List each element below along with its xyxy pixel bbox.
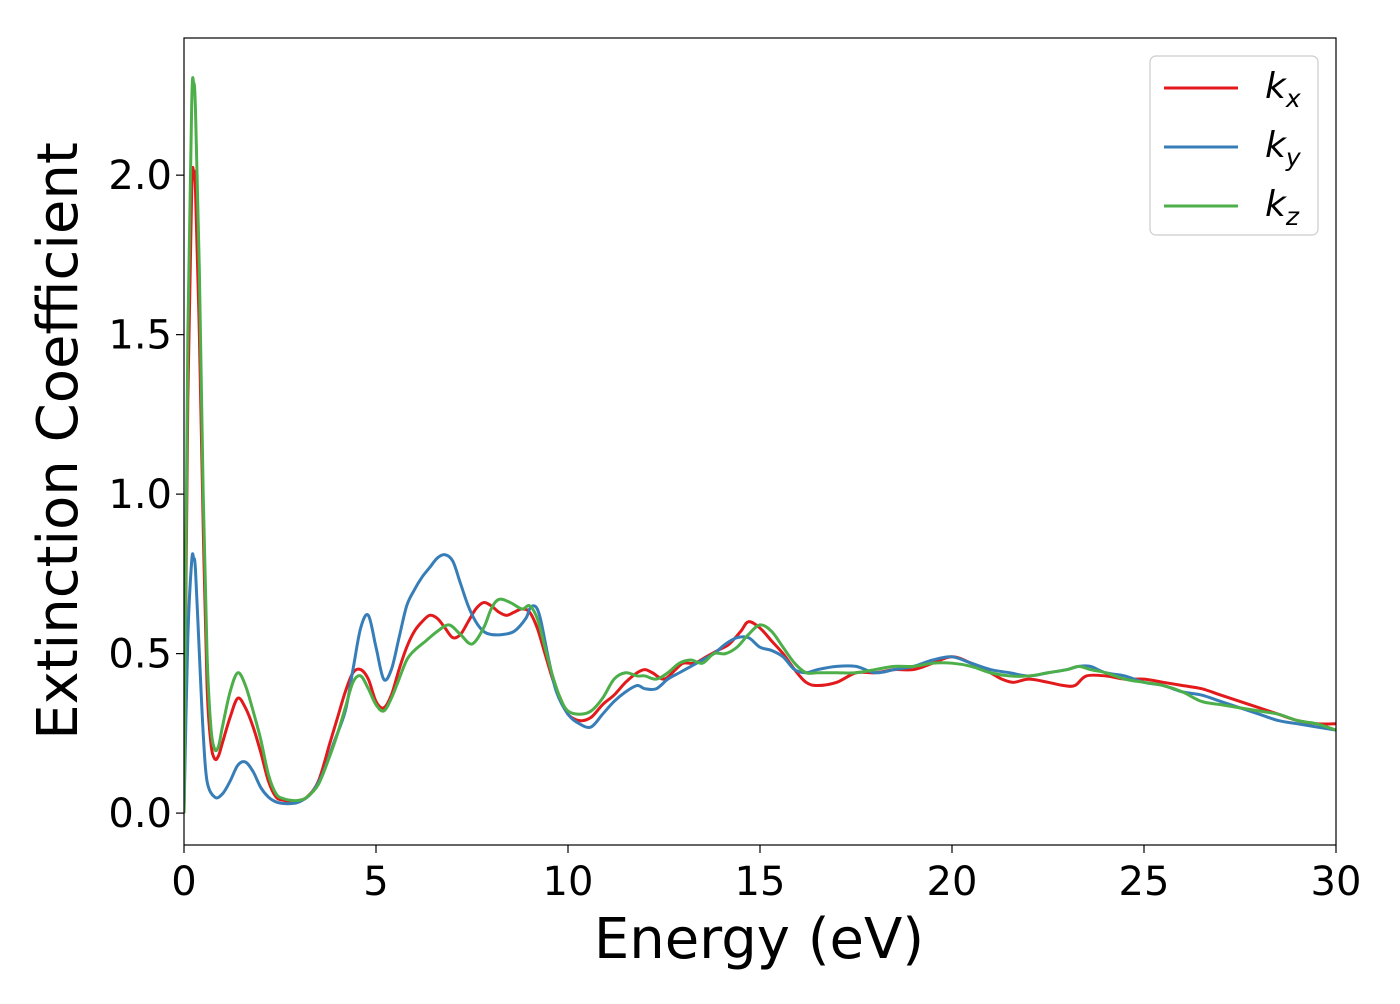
legend: kx ky kz [1149,55,1319,236]
y-axis-label: Extinction Coefficient [26,142,91,740]
x-tick-label: 5 [363,859,388,905]
x-tick-label: 10 [543,859,594,905]
y-tick-label: 1.5 [108,313,172,359]
y-tick-label: 0.5 [108,632,172,678]
axes-layer: 0 5 10 15 20 25 30 0.0 0.5 1.0 1.5 2.0 [108,37,1362,905]
x-tick-label: 30 [1311,859,1362,905]
x-axis-label: Energy (eV) [594,907,924,972]
y-tick-label: 1.0 [108,472,172,518]
series-line-kz [184,76,1336,814]
legend-label-kx: kx [1265,66,1301,113]
legend-label-kz: kz [1265,184,1300,231]
series-layer [184,76,1336,814]
legend-label-ky: ky [1265,125,1302,172]
y-tick-label: 0.0 [108,791,172,837]
y-tick-label: 2.0 [108,153,172,199]
x-tick-label: 20 [927,859,978,905]
x-tick-label: 25 [1119,859,1170,905]
x-tick-label: 0 [171,859,196,905]
x-tick-label: 15 [735,859,786,905]
series-line-kx [184,165,1336,814]
